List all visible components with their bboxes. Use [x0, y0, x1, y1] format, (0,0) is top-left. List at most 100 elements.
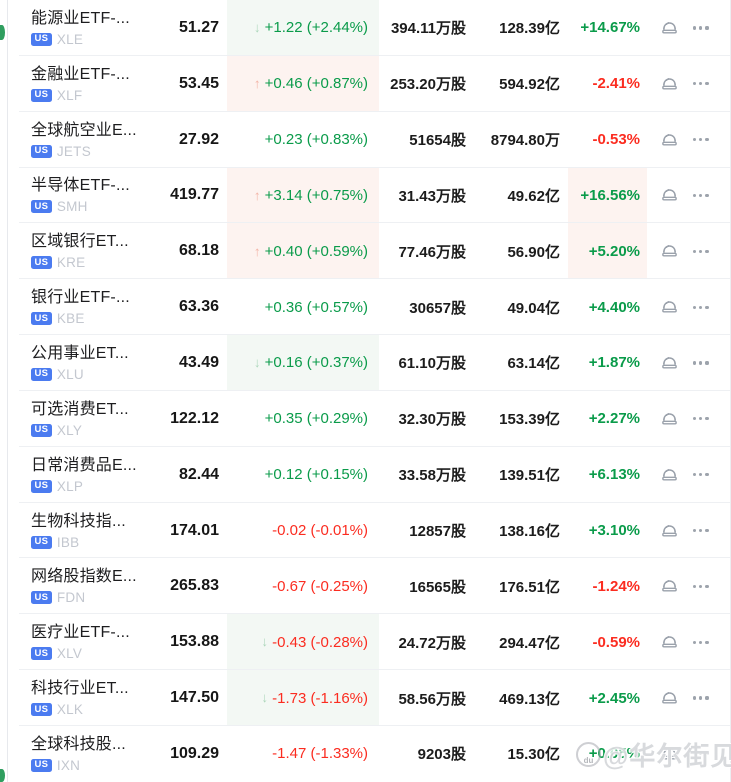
percent-cell: +6.13%	[568, 447, 647, 503]
table-row[interactable]: 银行业ETF-... US KBE 63.36 +0.36 (+0.57%) 3…	[8, 279, 730, 335]
price-alert-button[interactable]	[659, 183, 680, 207]
price-alert-button[interactable]	[659, 463, 680, 487]
price-alert-button[interactable]	[659, 742, 680, 766]
change-cell: ↓ +1.22 (+2.44%)	[227, 0, 379, 56]
percent-value: -2.41%	[592, 75, 640, 93]
table-row[interactable]: 公用事业ET... US XLU 43.49 ↓ +0.16 (+0.37%) …	[8, 335, 730, 391]
market-cap-value: 594.92亿	[499, 76, 560, 94]
change-cell: +0.35 (+0.29%)	[227, 391, 379, 447]
table-row[interactable]: 能源业ETF-... US XLE 51.27 ↓ +1.22 (+2.44%)…	[8, 0, 730, 56]
price-alert-button[interactable]	[659, 295, 680, 319]
volume-value: 394.11万股	[390, 20, 466, 38]
more-cell	[691, 56, 730, 112]
more-options-button[interactable]	[693, 193, 709, 198]
alarm-bell-icon	[659, 295, 680, 319]
symbol-cell[interactable]: 能源业ETF-... US XLE	[8, 0, 169, 56]
symbol-cell[interactable]: 网络股指数E... US FDN	[8, 558, 169, 614]
more-ellipsis-icon	[693, 584, 709, 588]
more-cell	[691, 447, 730, 503]
more-options-button[interactable]	[693, 528, 709, 533]
more-options-button[interactable]	[693, 640, 709, 644]
last-price: 265.83	[170, 577, 219, 595]
volume-cell: 16565股	[379, 558, 473, 614]
symbol-subline: US XLP	[31, 479, 83, 494]
symbol-cell[interactable]: 半导体ETF-... US SMH	[8, 168, 169, 224]
symbol-subline: US XLY	[31, 423, 82, 438]
market-cap-value: 469.13亿	[499, 690, 560, 708]
price-alert-button[interactable]	[659, 351, 680, 375]
symbol-cell[interactable]: 全球科技股... US IXN	[8, 726, 169, 782]
symbol-cell[interactable]: 金融业ETF-... US XLF	[8, 56, 169, 112]
price-alert-button[interactable]	[659, 72, 680, 96]
percent-cell: +14.67%	[568, 0, 647, 56]
volume-cell: 77.46万股	[379, 223, 473, 279]
price-alert-button[interactable]	[659, 239, 680, 263]
more-options-button[interactable]	[693, 417, 709, 421]
last-price: 53.45	[178, 74, 219, 92]
symbol-cell[interactable]: 科技行业ET... US XLK	[8, 670, 169, 726]
more-options-button[interactable]	[693, 138, 709, 142]
percent-value: +14.67%	[580, 19, 640, 37]
more-options-button[interactable]	[693, 361, 709, 365]
alarm-bell-icon	[659, 630, 680, 654]
table-row[interactable]: 生物科技指... US IBB 174.01 -0.02 (-0.01%) 12…	[8, 503, 730, 559]
table-row[interactable]: 医疗业ETF-... US XLV 153.88 ↓ -0.43 (-0.28%…	[8, 614, 730, 671]
table-row[interactable]: 金融业ETF-... US XLF 53.45 ↑ +0.46 (+0.87%)…	[8, 55, 730, 112]
volume-value: 9203股	[417, 746, 466, 764]
etf-watchlist-table: 能源业ETF-... US XLE 51.27 ↓ +1.22 (+2.44%)…	[7, 0, 731, 782]
symbol-cell[interactable]: 日常消费品E... US XLP	[8, 447, 169, 503]
us-market-badge: US	[31, 256, 52, 270]
price-cell: 174.01	[169, 503, 227, 559]
symbol-cell[interactable]: 公用事业ET... US XLU	[8, 335, 169, 391]
volume-cell: 32.30万股	[379, 391, 473, 447]
table-row[interactable]: 区域银行ET... US KRE 68.18 ↑ +0.40 (+0.59%) …	[8, 223, 730, 280]
volume-value: 253.20万股	[390, 76, 466, 94]
more-options-button[interactable]	[693, 249, 709, 253]
alert-cell	[647, 112, 691, 168]
more-options-button[interactable]	[693, 752, 709, 756]
table-row[interactable]: 半导体ETF-... US SMH 419.77 ↑ +3.14 (+0.75%…	[8, 167, 730, 224]
more-options-button[interactable]	[693, 473, 709, 477]
table-row[interactable]: 全球科技股... US IXN 109.29 -1.47 (-1.33%) 92…	[8, 726, 730, 782]
more-options-button[interactable]	[693, 584, 709, 588]
price-alert-button[interactable]	[659, 128, 680, 152]
symbol-cell[interactable]: 生物科技指... US IBB	[8, 503, 169, 559]
market-cap-cell: 49.04亿	[473, 279, 568, 335]
change-cell: -1.47 (-1.33%)	[227, 726, 379, 782]
price-alert-button[interactable]	[659, 686, 680, 710]
symbol-cell[interactable]: 银行业ETF-... US KBE	[8, 279, 169, 335]
change-value: +3.14 (+0.75%)	[264, 186, 368, 204]
symbol-cell[interactable]: 区域银行ET... US KRE	[8, 223, 169, 279]
table-row[interactable]: 网络股指数E... US FDN 265.83 -0.67 (-0.25%) 1…	[8, 558, 730, 615]
price-alert-button[interactable]	[659, 16, 680, 40]
price-alert-button[interactable]	[659, 630, 680, 654]
volume-value: 32.30万股	[398, 411, 466, 429]
change-value: +1.22 (+2.44%)	[264, 19, 368, 37]
table-row[interactable]: 日常消费品E... US XLP 82.44 +0.12 (+0.15%) 33…	[8, 447, 730, 503]
etf-name: 医疗业ETF-...	[31, 624, 130, 642]
alarm-bell-icon	[659, 574, 680, 598]
more-options-button[interactable]	[693, 305, 709, 309]
table-row[interactable]: 科技行业ET... US XLK 147.50 ↓ -1.73 (-1.16%)…	[8, 670, 730, 726]
table-row[interactable]: 可选消费ET... US XLY 122.12 +0.35 (+0.29%) 3…	[8, 391, 730, 447]
symbol-cell[interactable]: 全球航空业E... US JETS	[8, 112, 169, 168]
symbol-cell[interactable]: 可选消费ET... US XLY	[8, 391, 169, 447]
symbol-subline: US XLF	[31, 88, 82, 103]
market-cap-value: 153.39亿	[499, 411, 560, 429]
price-alert-button[interactable]	[659, 574, 680, 598]
volume-value: 31.43万股	[398, 187, 466, 205]
price-alert-button[interactable]	[659, 407, 680, 431]
market-cap-cell: 469.13亿	[473, 670, 568, 726]
change-value: +0.23 (+0.83%)	[264, 131, 368, 149]
table-row[interactable]: 全球航空业E... US JETS 27.92 +0.23 (+0.83%) 5…	[8, 112, 730, 168]
price-cell: 419.77	[169, 168, 227, 224]
more-options-button[interactable]	[693, 82, 709, 86]
market-cap-value: 176.51亿	[499, 578, 560, 596]
last-price: 27.92	[178, 130, 219, 148]
more-ellipsis-icon	[693, 249, 709, 253]
price-alert-button[interactable]	[659, 519, 680, 543]
more-options-button[interactable]	[693, 26, 709, 30]
symbol-cell[interactable]: 医疗业ETF-... US XLV	[8, 614, 169, 670]
more-options-button[interactable]	[693, 696, 709, 700]
